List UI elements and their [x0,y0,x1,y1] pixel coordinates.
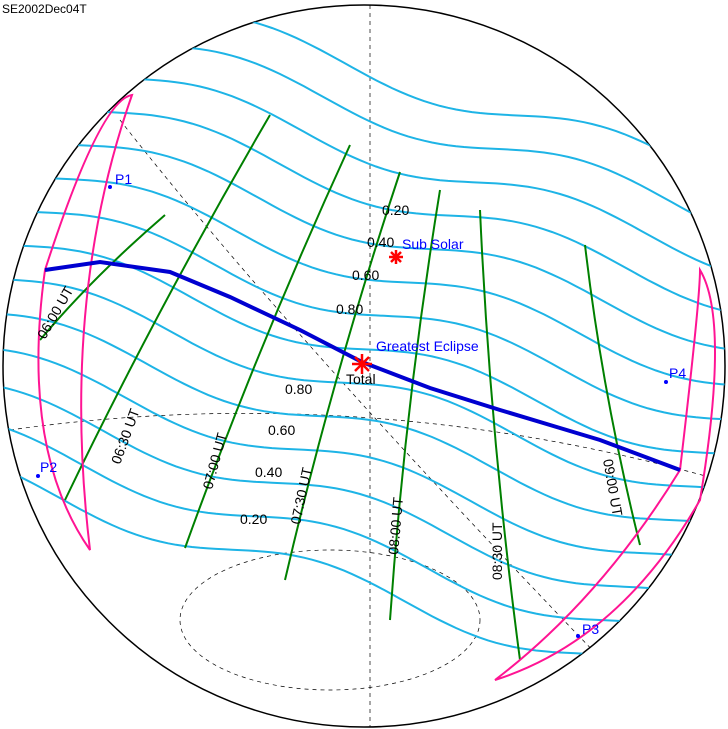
mag-label-s: 0.80 [285,381,312,397]
time-curve [64,114,271,501]
time-curve [184,144,351,549]
p3-label: P3 [582,621,599,637]
mag-label-s: 0.20 [240,511,267,527]
magnitude-curve [3,348,725,566]
magnitude-curve [3,243,725,455]
mag-label-s: 0.40 [255,464,282,480]
time-label: 08:00 UT [385,496,406,555]
time-curves [39,114,641,661]
time-label: 08:30 UT [489,522,505,580]
mag-label-n: 0.80 [336,301,363,317]
greatest-eclipse-label: Greatest Eclipse [376,338,479,354]
magnitude-curves [3,5,725,694]
mag-label-n: 0.40 [367,234,394,250]
p4-label: P4 [669,365,686,381]
magnitude-curve [3,385,725,607]
map-title: SE2002Dec04T [2,2,87,16]
mag-label-n: 0.60 [352,267,379,283]
p1-label: P1 [115,171,132,187]
greatest-eclipse-marker [352,354,372,374]
time-curve [584,244,641,546]
magnitude-curve [3,92,725,313]
mag-label-s: 0.60 [268,422,295,438]
total-label: Total [346,371,376,387]
sub-solar-label: Sub Solar [402,236,464,252]
time-curve [284,171,401,581]
magnitude-curve [3,171,725,386]
time-curve [389,189,441,621]
time-curve [479,209,521,661]
p2-label: P2 [40,459,57,475]
time-curve [39,214,166,341]
magnitude-curve [3,312,725,527]
magnitude-curve [3,133,725,351]
mag-label-n: 0.20 [382,202,409,218]
magnitude-curve [3,425,725,650]
sub-solar-marker [389,250,403,264]
magnitude-curve [3,278,725,491]
penumbral-limits [37,93,716,681]
